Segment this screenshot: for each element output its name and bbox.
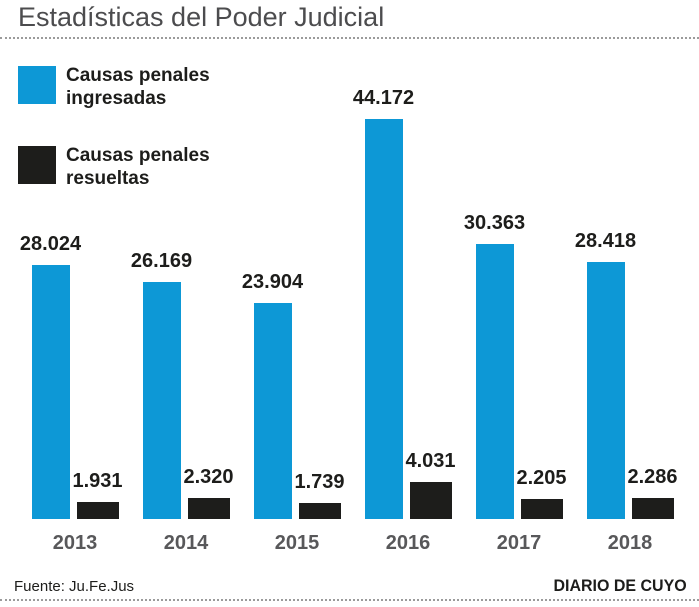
x-tick-2018: 2018 [607, 532, 653, 554]
value-label-ingresadas-2016: 44.172 [352, 87, 415, 109]
value-label-ingresadas-2014: 26.169 [130, 250, 193, 272]
title-divider-dotted-line [0, 37, 699, 39]
value-label-ingresadas-2018: 28.418 [574, 230, 637, 252]
value-label-resueltas-2018: 2.286 [627, 466, 678, 488]
value-label-ingresadas-2017: 30.363 [463, 212, 526, 234]
bar-resueltas-2014 [187, 498, 230, 519]
bar-resueltas-2015 [298, 503, 341, 519]
value-label-resueltas-2017: 2.205 [516, 467, 567, 489]
value-label-resueltas-2015: 1.739 [294, 471, 345, 493]
x-axis-labels: 2013 2014 2015 2016 2017 2018 [0, 532, 699, 558]
x-tick-2014: 2014 [163, 532, 209, 554]
bar-ingresadas-2017 [475, 244, 514, 519]
bar-ingresadas-2013 [31, 265, 70, 519]
bar-ingresadas-2015 [253, 303, 292, 519]
bar-resueltas-2013 [76, 502, 119, 519]
legend-label-resueltas: Causas penales resueltas [66, 144, 210, 190]
footer-divider-dotted-line [0, 599, 699, 601]
bar-resueltas-2016 [409, 482, 452, 519]
legend-label-line1: Causas penales [66, 65, 210, 86]
x-tick-2016: 2016 [385, 532, 431, 554]
value-label-ingresadas-2013: 28.024 [19, 233, 82, 255]
bar-ingresadas-2014 [142, 282, 181, 519]
legend-label-ingresadas: Causas penales ingresadas [66, 64, 210, 110]
bar-resueltas-2018 [631, 498, 674, 519]
bar-ingresadas-2018 [586, 262, 625, 519]
value-label-ingresadas-2015: 23.904 [241, 271, 304, 293]
bar-ingresadas-2016 [364, 119, 403, 519]
bar-chart: 28.024 1.931 26.169 2.320 23.904 1.739 44.172 4… [19, 87, 678, 519]
value-label-resueltas-2016: 4.031 [405, 450, 456, 472]
x-tick-2017: 2017 [496, 532, 542, 554]
page-title: Estadísticas del Poder Judicial [18, 2, 385, 32]
value-label-resueltas-2013: 1.931 [72, 470, 123, 492]
legend-swatch-resueltas [18, 146, 56, 184]
x-tick-2015: 2015 [274, 532, 320, 554]
footer: Fuente: Ju.Fe.Jus DIARIO DE CUYO [0, 575, 699, 599]
credit-label: DIARIO DE CUYO [553, 576, 687, 595]
value-label-resueltas-2014: 2.320 [183, 466, 234, 488]
source-label: Fuente: Ju.Fe.Jus [14, 578, 135, 595]
x-tick-2013: 2013 [52, 532, 98, 554]
legend-label-line1: Causas penales [66, 145, 210, 166]
bar-resueltas-2017 [520, 499, 563, 519]
legend-swatch-ingresadas [18, 66, 56, 104]
legend-label-line2: resueltas [66, 168, 150, 189]
legend-label-line2: ingresadas [66, 88, 167, 109]
